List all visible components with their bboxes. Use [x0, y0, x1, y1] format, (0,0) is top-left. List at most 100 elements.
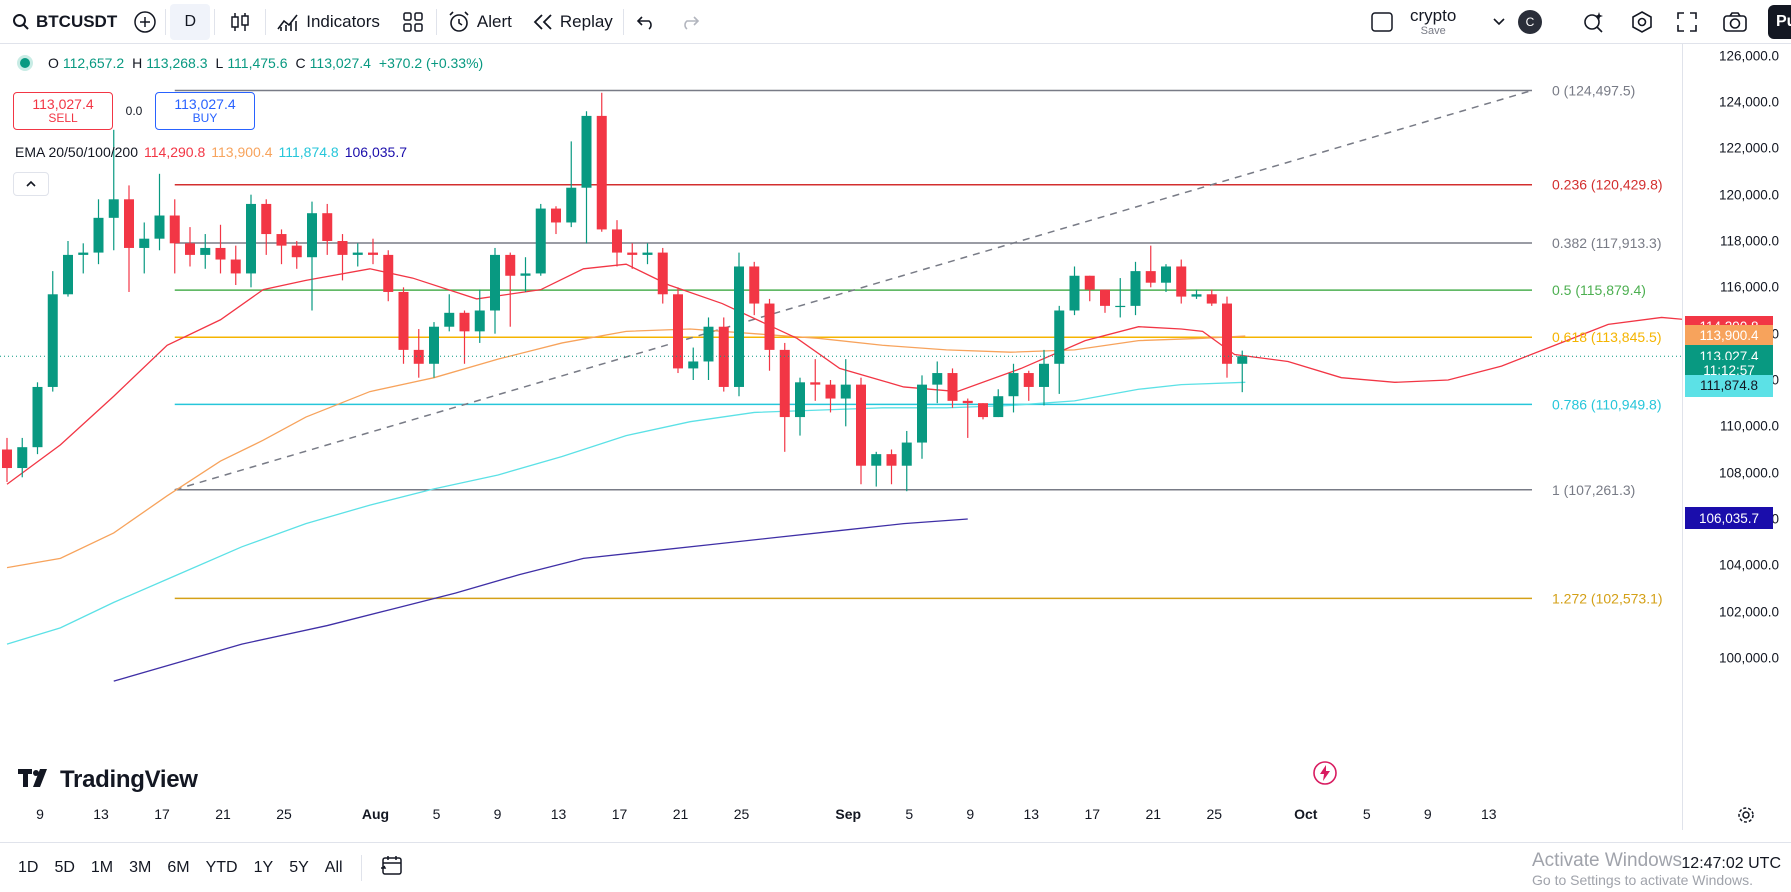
- time-tick-label: 5: [1362, 806, 1371, 822]
- replay-label: Replay: [559, 11, 613, 31]
- snapshot-button[interactable]: [1714, 0, 1756, 44]
- fullscreen-toggle-button[interactable]: [1362, 0, 1402, 44]
- tradingview-logo[interactable]: TradingView: [18, 766, 198, 794]
- candle: [962, 398, 973, 438]
- time-tick-label: 9: [966, 806, 975, 822]
- search-icon: [12, 13, 30, 31]
- candle-body: [993, 396, 1004, 418]
- candle-body: [154, 215, 165, 239]
- candle-body: [657, 252, 668, 295]
- fib-level-label: 0.786 (110,949.8): [1552, 396, 1662, 412]
- fullscreen-button[interactable]: [1668, 0, 1706, 44]
- range-button-5d[interactable]: 5D: [54, 858, 75, 876]
- candle-body: [322, 213, 333, 241]
- layouts-button[interactable]: [390, 0, 436, 44]
- high-label: H: [132, 55, 143, 71]
- time-tick-label: 13: [550, 806, 567, 822]
- candle: [413, 329, 424, 378]
- range-button-all[interactable]: All: [324, 858, 343, 876]
- indicators-button[interactable]: Indicators: [266, 0, 390, 44]
- candle: [1237, 350, 1248, 393]
- candle-body: [795, 382, 805, 418]
- utc-clock[interactable]: 12:47:02 UTC: [1681, 855, 1781, 872]
- flash-icon[interactable]: [1312, 760, 1338, 791]
- low-label: L: [215, 55, 224, 71]
- candle: [856, 377, 866, 485]
- candle-body: [139, 238, 150, 248]
- trade-buttons: 113,027.4 SELL 0.0 113,027.4 BUY: [13, 92, 255, 130]
- open-value: 112,657.2: [62, 55, 125, 71]
- gear-icon: [1630, 10, 1654, 34]
- ema20-value: 114,290.8: [144, 144, 206, 160]
- candle: [566, 141, 577, 228]
- candle: [764, 298, 775, 371]
- candle: [2, 437, 12, 482]
- candles: [2, 92, 1248, 492]
- time-tick-label: 17: [1084, 806, 1101, 822]
- candle: [978, 403, 988, 420]
- range-button-6m[interactable]: 6M: [167, 858, 190, 876]
- go-to-date-button[interactable]: [372, 852, 412, 884]
- indicators-icon: [276, 11, 300, 33]
- time-tick-label: 21: [672, 806, 689, 822]
- toolbar-divider: [165, 8, 167, 35]
- collapse-legend-button[interactable]: [13, 172, 49, 196]
- redo-button[interactable]: [668, 0, 712, 44]
- close-value: 113,027.4: [309, 55, 371, 71]
- layout-name-button[interactable]: crypto Save: [1410, 0, 1456, 44]
- buy-button[interactable]: 113,027.4 BUY: [155, 92, 255, 130]
- candle: [718, 317, 729, 392]
- alarm-clock-icon: [447, 10, 471, 34]
- settings-button[interactable]: [1622, 0, 1662, 44]
- toolbar-divider: [214, 8, 216, 35]
- chart-type-button[interactable]: [215, 0, 265, 44]
- candle: [185, 227, 195, 267]
- candle: [734, 252, 744, 397]
- fib-level-label: 1.272 (102,573.1): [1552, 590, 1663, 606]
- ema100-line: [6, 381, 1246, 645]
- candle: [490, 247, 500, 334]
- candle-body: [108, 199, 119, 218]
- time-axis[interactable]: 9 13 17 21 25 Aug 5 9 13 17 21 25 Sep 5 9 13 17 21 25 Oct 5 9…: [0, 800, 1682, 830]
- top-toolbar: BTCUSDT D Indicators Alert R: [0, 0, 1791, 44]
- range-button-3m[interactable]: 3M: [129, 858, 152, 876]
- candle-body: [871, 454, 882, 466]
- change-value: +370.2 (+0.33%): [378, 55, 484, 71]
- avatar[interactable]: C: [1518, 9, 1542, 34]
- price-tick-label: 126,000.0: [1718, 48, 1779, 64]
- watermark-title: Activate Windows: [1532, 850, 1682, 871]
- candle: [368, 238, 378, 265]
- undo-button[interactable]: [624, 0, 668, 44]
- range-button-1d[interactable]: 1D: [18, 858, 39, 876]
- compare-symbol-button[interactable]: [125, 0, 165, 44]
- candle: [17, 437, 28, 478]
- candle-body: [1176, 266, 1187, 297]
- chart-canvas[interactable]: 0 (124,497.5) 0.236 (120,429.8) 0.382 (117…: [0, 45, 1682, 800]
- replay-button[interactable]: Replay: [522, 0, 623, 44]
- candle-body: [413, 349, 424, 364]
- candle: [581, 111, 592, 244]
- publish-button[interactable]: Pu: [1768, 5, 1791, 39]
- alert-button[interactable]: Alert: [437, 0, 522, 44]
- range-button-1m[interactable]: 1M: [90, 858, 114, 876]
- sell-button[interactable]: 113,027.4 SELL: [13, 92, 113, 130]
- candle-body: [642, 252, 653, 255]
- layout-menu-button[interactable]: [1484, 0, 1514, 44]
- price-axis[interactable]: 126,000.0 124,000.0 122,000.0 120,000.0 118,…: [1682, 44, 1791, 830]
- date-range-buttons: 1D 5D 1M 3M 6M YTD 1Y 5Y All: [10, 852, 351, 884]
- candle-body: [703, 326, 714, 362]
- candle-body: [749, 266, 760, 304]
- ema-legend[interactable]: EMA 20/50/100/200 114,290.8 113,900.4 11…: [15, 144, 407, 160]
- candle: [779, 342, 790, 452]
- time-tick-label: 5: [432, 806, 441, 822]
- range-button-1y[interactable]: 1Y: [253, 858, 274, 876]
- time-tick-label: 17: [154, 806, 170, 822]
- candle-body: [276, 234, 287, 246]
- chart-settings-button[interactable]: [1736, 805, 1756, 830]
- range-button-5y[interactable]: 5Y: [289, 858, 309, 876]
- candle: [612, 220, 622, 267]
- range-button-ytd[interactable]: YTD: [205, 858, 238, 876]
- interval-button[interactable]: D: [170, 3, 211, 40]
- symbol-search[interactable]: BTCUSDT: [0, 0, 125, 44]
- quick-search-button[interactable]: [1574, 0, 1614, 44]
